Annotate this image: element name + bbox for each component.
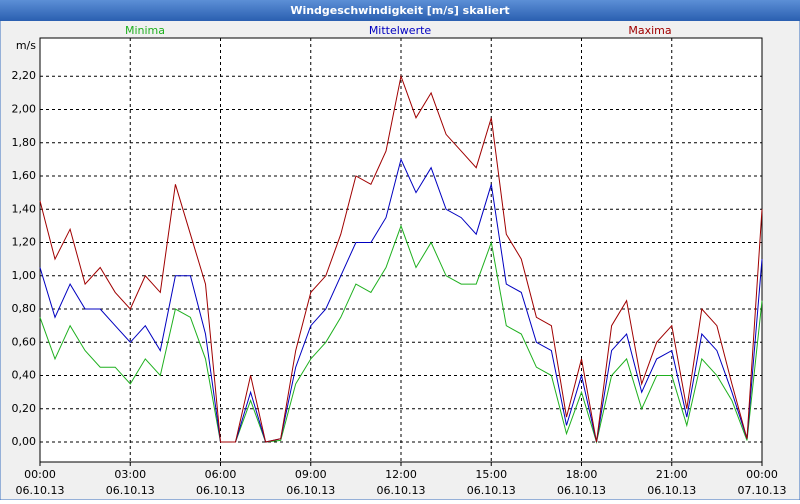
x-tick-label: 06:00 06.10.13 xyxy=(196,468,245,497)
y-tick-label: 1,00 xyxy=(12,269,37,282)
x-tick-label: 03:00 06.10.13 xyxy=(106,468,155,497)
x-tick-label: 18:00 06.10.13 xyxy=(557,468,606,497)
data-line xyxy=(39,157,763,443)
x-tick-label: 00:00 07.10.13 xyxy=(738,468,787,497)
y-axis-label: m/s xyxy=(16,39,36,52)
legend-entry: Maxima xyxy=(628,24,671,37)
y-tick-label: 1,80 xyxy=(12,136,37,149)
y-tick-label: 1,60 xyxy=(12,169,37,182)
x-tick-label: 09:00 06.10.13 xyxy=(286,468,335,497)
x-tick-label: 15:00 06.10.13 xyxy=(467,468,516,497)
y-tick-label: 2,20 xyxy=(12,69,37,82)
chart-title: Windgeschwindigkeit [m/s] skaliert xyxy=(290,4,509,17)
data-line xyxy=(39,224,763,444)
x-tick-label: 00:00 06.10.13 xyxy=(16,468,65,497)
y-tick-label: 0,00 xyxy=(12,435,37,448)
title-bar xyxy=(0,0,800,21)
y-tick-label: 0,80 xyxy=(12,302,37,315)
x-tick-label: 12:00 06.10.13 xyxy=(377,468,426,497)
legend-entry: Mittelwerte xyxy=(369,24,432,37)
y-tick-label: 1,40 xyxy=(12,202,37,215)
y-tick-label: 0,40 xyxy=(12,369,37,382)
x-tick-label: 21:00 06.10.13 xyxy=(647,468,696,497)
legend-entry: Minima xyxy=(125,24,165,37)
y-tick-label: 0,60 xyxy=(12,335,37,348)
y-tick-label: 1,20 xyxy=(12,236,37,249)
data-line xyxy=(39,74,763,443)
y-tick-label: 0,20 xyxy=(12,402,37,415)
y-tick-label: 2,00 xyxy=(12,102,37,115)
